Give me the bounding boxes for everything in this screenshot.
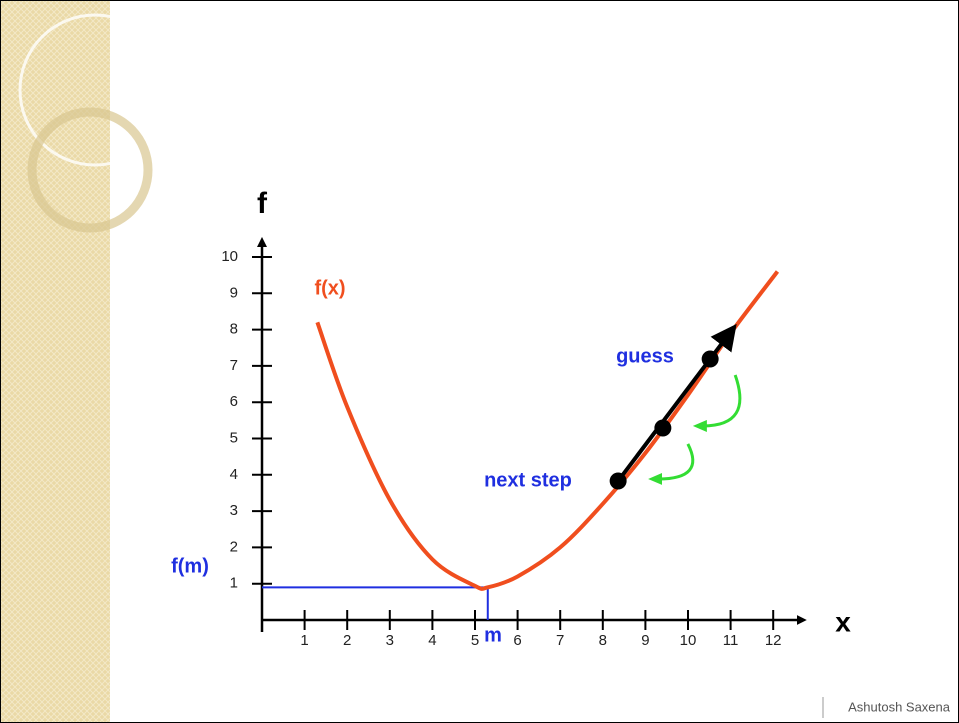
x-tick-label: 6 [513, 632, 521, 649]
guess-label: guess [616, 345, 674, 367]
x-tick-label: 11 [723, 632, 739, 649]
step-curve-arrow [692, 374, 742, 432]
curve-label: f(x) [314, 277, 345, 299]
y-tick-label: 8 [230, 321, 238, 338]
y-tick-label: 3 [230, 502, 238, 519]
y-tick-label: 1 [230, 575, 238, 592]
x-tick-label: 4 [428, 632, 436, 649]
y-tick-label: 9 [230, 284, 238, 301]
decor-circle [18, 13, 172, 167]
x-tick-label: 8 [599, 632, 607, 649]
y-tick-label: 5 [230, 429, 238, 446]
x-tick-label: 1 [300, 632, 308, 649]
decor-circle [27, 107, 153, 233]
y-tick-label: 2 [230, 538, 238, 555]
y-tick-label: 4 [230, 466, 238, 483]
x-tick-label: 10 [680, 632, 697, 649]
curve [315, 270, 780, 591]
x-axis-label: x [835, 606, 851, 637]
footer: Ashutosh Saxena [848, 699, 951, 714]
y-tick-label: 10 [221, 248, 238, 265]
x-tick-label: 2 [343, 632, 351, 649]
x-tick-label: 12 [765, 632, 782, 649]
step-point [654, 419, 672, 437]
x-tick-label: 5 [471, 632, 479, 649]
y-axis-label: f [257, 187, 268, 220]
step-point [609, 472, 627, 490]
next-step-label: next step [484, 469, 572, 491]
x-tick-label: 7 [556, 632, 564, 649]
step-curve-arrow [648, 443, 695, 485]
y-tick-label: 6 [230, 393, 238, 410]
y-tick-label: 7 [230, 357, 238, 374]
min-y-label: f(m) [171, 555, 209, 577]
x-tick-label: 9 [641, 632, 649, 649]
step-point [701, 350, 719, 368]
x-tick-label: 3 [386, 632, 394, 649]
min-x-label: m [484, 624, 502, 646]
